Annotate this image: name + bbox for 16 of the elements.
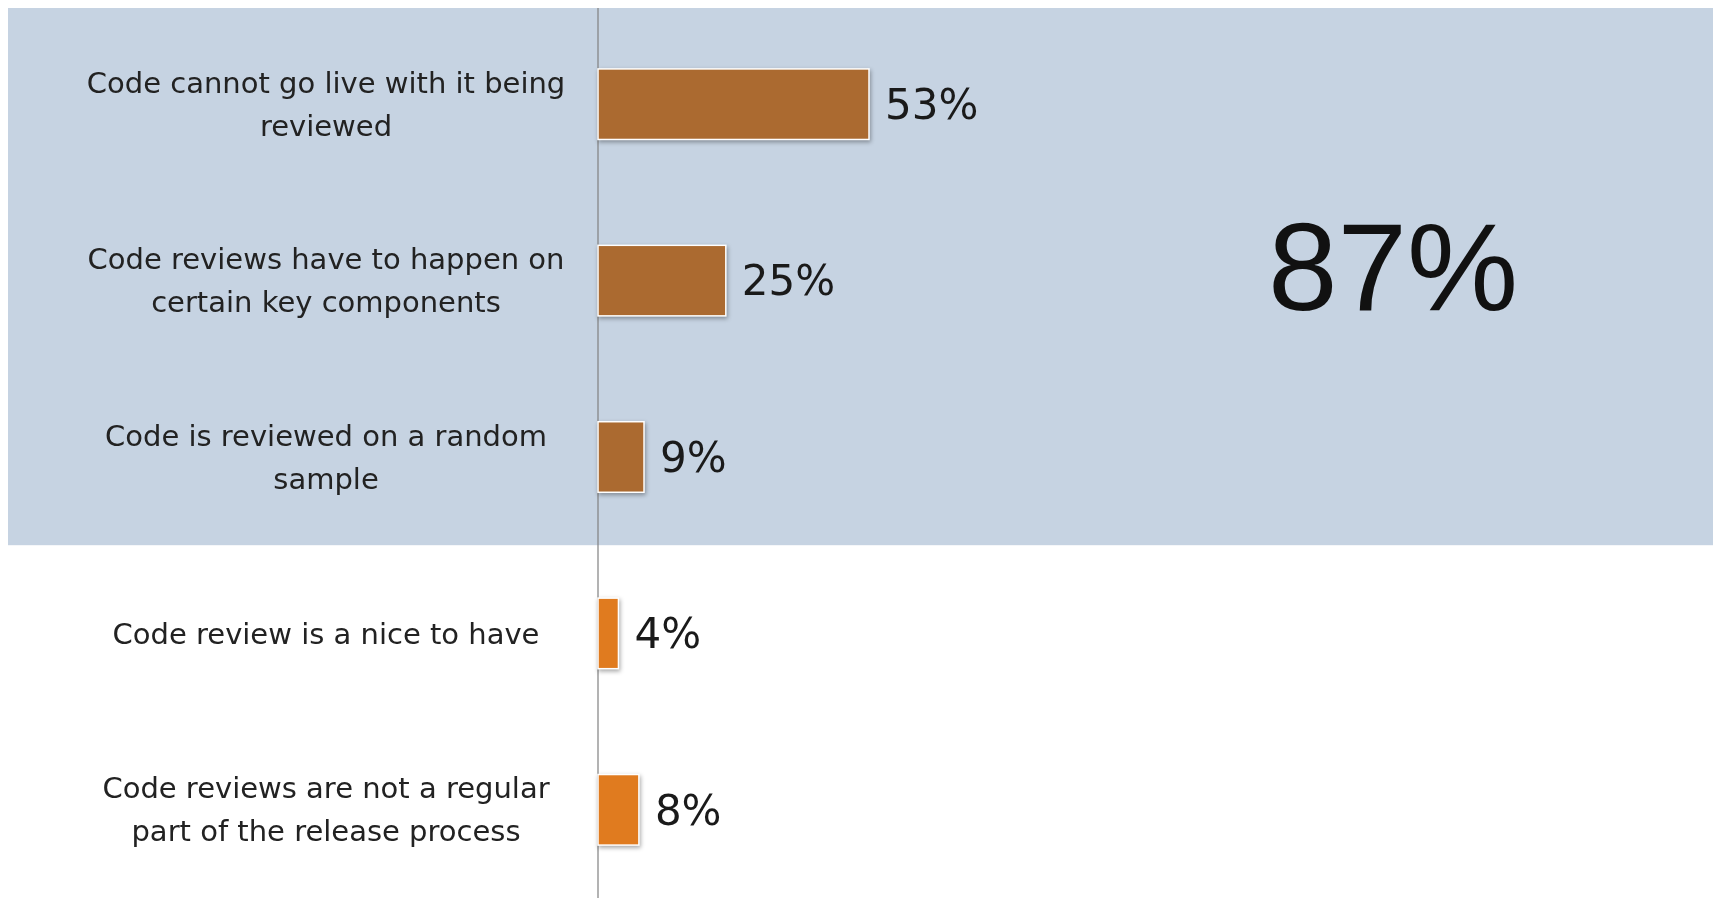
y-tick-label: Code is reviewed on a random sample (104, 418, 548, 496)
data-label: 53% (885, 79, 979, 129)
y-tick-label: Code review is a nice to have (112, 616, 540, 651)
bar (597, 597, 620, 670)
bar (597, 773, 640, 846)
y-tick-label: Code cannot go live with it being reviewed (86, 65, 566, 143)
bar (597, 68, 870, 141)
bar (597, 420, 645, 494)
data-label: 8% (654, 785, 722, 835)
data-label: 25% (741, 256, 836, 306)
bar (597, 244, 727, 317)
data-label: 4% (634, 609, 702, 659)
y-tick-label: Code reviews have to happen on certain key components (87, 242, 565, 320)
band-label: 87% (1267, 197, 1519, 337)
data-label: 9% (660, 432, 727, 482)
y-tick-label: Code reviews are not a regular part of the release process (102, 771, 550, 849)
